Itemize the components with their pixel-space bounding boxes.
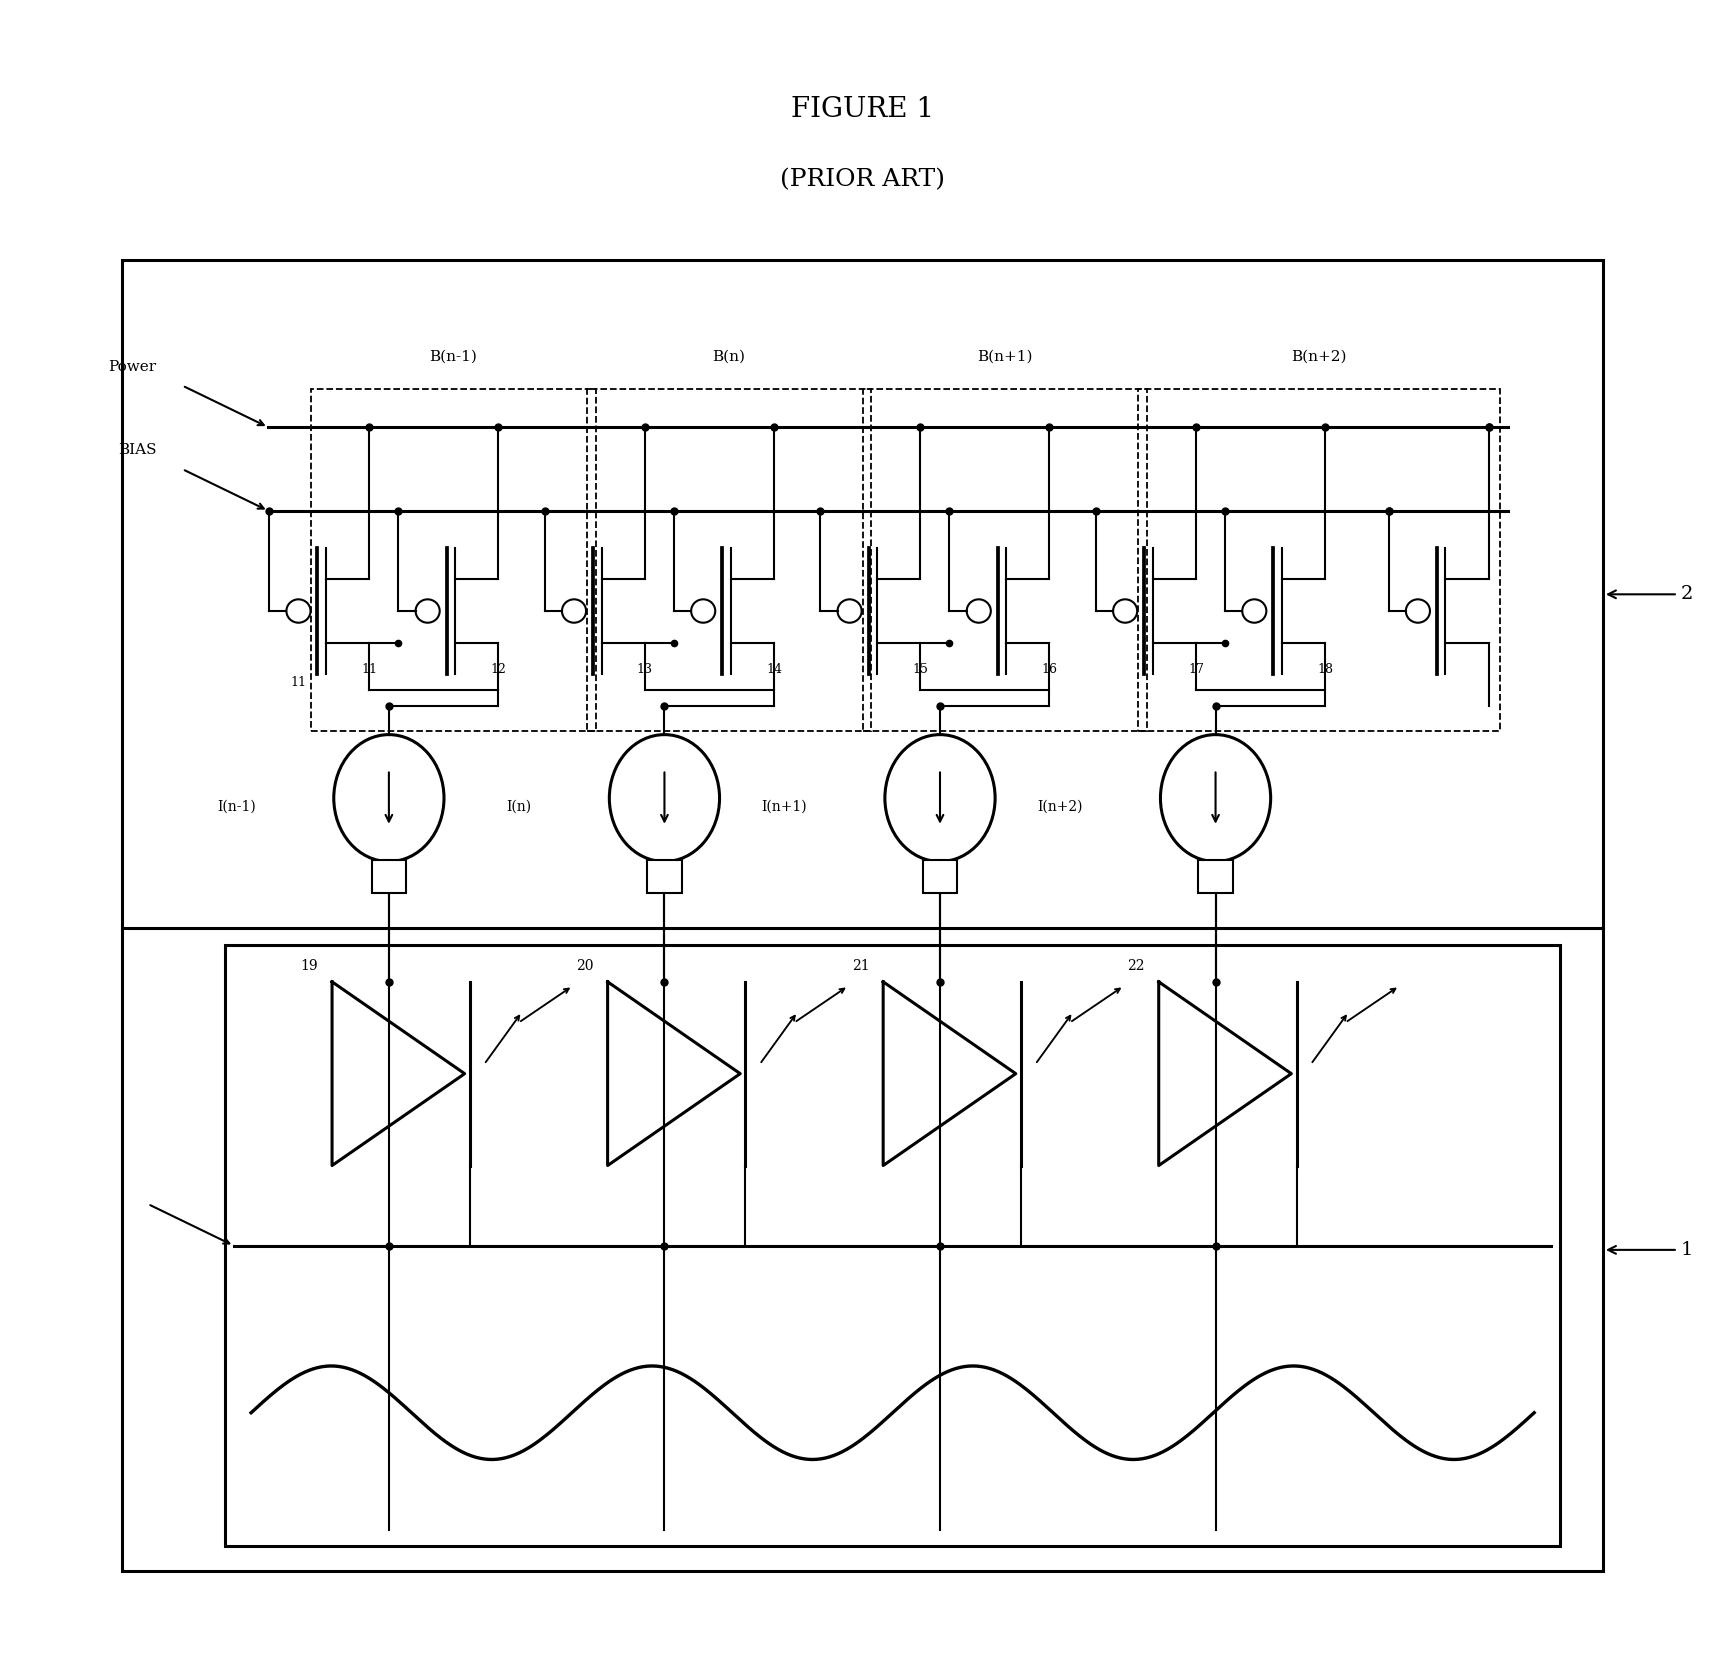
Text: 18: 18 [1318, 663, 1333, 676]
Text: 11: 11 [361, 663, 378, 676]
Text: 14: 14 [766, 663, 781, 676]
Bar [647, 860, 681, 893]
Bar [371, 860, 405, 893]
Text: FIGURE 1: FIGURE 1 [792, 97, 933, 124]
Text: 1: 1 [1608, 1241, 1692, 1258]
Bar [923, 860, 957, 893]
Text: 11: 11 [290, 676, 307, 689]
Text: I(n-1): I(n-1) [217, 800, 257, 813]
Text: 17: 17 [1189, 663, 1204, 676]
Bar [312, 388, 595, 731]
Text: 13: 13 [637, 663, 652, 676]
Text: (PRIOR ART): (PRIOR ART) [780, 169, 945, 192]
Bar [122, 261, 1603, 1571]
Text: 19: 19 [300, 959, 319, 974]
Text: 15: 15 [913, 663, 928, 676]
Text: B(n+1): B(n+1) [976, 350, 1032, 363]
Text: B(n): B(n) [712, 350, 745, 363]
Text: 12: 12 [490, 663, 507, 676]
Text: I(n): I(n) [507, 800, 531, 813]
Text: B(n+2): B(n+2) [1290, 350, 1347, 363]
Text: 16: 16 [1042, 663, 1057, 676]
Bar [586, 388, 871, 731]
Text: BIAS: BIAS [117, 443, 157, 457]
Bar [1199, 860, 1233, 893]
Text: 20: 20 [576, 959, 593, 974]
Text: 22: 22 [1128, 959, 1145, 974]
Text: Power: Power [109, 360, 157, 373]
Text: 2: 2 [1608, 586, 1692, 604]
Text: I(n+2): I(n+2) [1037, 800, 1083, 813]
Text: B(n-1): B(n-1) [430, 350, 478, 363]
Text: 21: 21 [852, 959, 869, 974]
Bar [1138, 388, 1499, 731]
Bar [226, 945, 1559, 1546]
Bar [862, 388, 1147, 731]
Text: I(n+1): I(n+1) [762, 800, 807, 813]
